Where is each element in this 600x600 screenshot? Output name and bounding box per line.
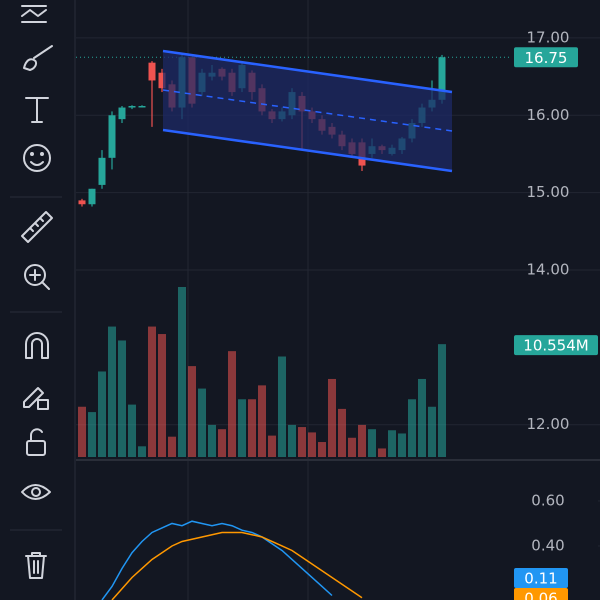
volume-bar [358, 424, 366, 457]
tool-ruler[interactable] [21, 211, 53, 243]
price-tag-label: 0.06 [524, 590, 557, 600]
volume-bar [158, 334, 166, 457]
volume-bar [118, 340, 126, 457]
tool-lock-drawing[interactable] [23, 387, 49, 410]
candle-body [118, 107, 126, 120]
volume-bar [128, 404, 136, 457]
volume-bar [298, 427, 306, 457]
candle-body [98, 157, 106, 185]
volume-bar [88, 412, 96, 457]
volume-bar [178, 287, 186, 457]
volume-bar [188, 366, 196, 457]
volume-bar [258, 385, 266, 457]
volume-bar [288, 424, 296, 457]
volume-bar [148, 326, 156, 457]
tool-brush[interactable] [23, 45, 53, 71]
volume-bar [198, 388, 206, 457]
volume-bar [348, 437, 356, 457]
volume-bar [378, 448, 386, 457]
candle-body [438, 57, 446, 100]
volume-bar [328, 378, 336, 457]
y-tick-label: 0.60 [531, 491, 564, 509]
volume-bar [228, 351, 236, 457]
price-tag-label: 0.11 [524, 570, 557, 588]
channel-upper [162, 49, 453, 94]
tool-visibility[interactable] [21, 484, 51, 500]
candle-body [108, 115, 116, 158]
volume-bar [98, 371, 106, 457]
price-tag-label: 16.75 [525, 49, 568, 67]
volume-bar [418, 378, 426, 457]
overlay: 17.00 16.00 15.00 14.00 12.00 16.75 10.554M 0.6… [514, 28, 598, 600]
volume-bar [108, 326, 116, 457]
volume-bar [208, 424, 216, 457]
y-tick-label: 12.00 [527, 415, 570, 433]
channel-mid [162, 89, 453, 132]
tool-text[interactable] [25, 97, 49, 123]
y-tick-label: 16.00 [527, 106, 570, 124]
volume-bar [138, 446, 146, 457]
price-tag [514, 568, 568, 588]
tool-delete[interactable] [25, 552, 47, 579]
y-tick-label: 14.00 [527, 261, 570, 279]
candle-body [88, 188, 96, 205]
candle-body [138, 105, 146, 108]
price-tag [514, 335, 598, 356]
oscillator-line [111, 531, 363, 600]
candle-body [148, 62, 156, 81]
oscillator-line [101, 520, 333, 600]
y-tick-label: 17.00 [527, 28, 570, 46]
toolbar [0, 0, 76, 600]
tool-zoom[interactable] [24, 264, 50, 290]
tool-patterns[interactable] [21, 5, 47, 23]
candle-body [158, 72, 166, 89]
channel-lower [162, 128, 453, 173]
volume-bar [398, 433, 406, 457]
volume-bar [428, 406, 436, 457]
volume-bar [238, 399, 246, 457]
volume-bar [168, 436, 176, 457]
price-tag-label: 10.554M [523, 337, 588, 355]
price-tag [514, 47, 578, 68]
tool-unlock[interactable] [26, 428, 46, 456]
y-tick-label: 0.40 [531, 536, 564, 554]
volume-bar [278, 356, 286, 457]
volume-bar [268, 435, 276, 457]
volume-bar [218, 429, 226, 457]
volume-bar [78, 406, 86, 457]
y-tick-label: 15.00 [527, 183, 570, 201]
volume-bar [318, 442, 326, 457]
candle-body [78, 200, 86, 205]
volume-bar [368, 429, 376, 457]
volume-bar [408, 399, 416, 457]
candle-body [128, 105, 136, 108]
channel-drawing [162, 49, 453, 173]
tool-magnet[interactable] [25, 332, 49, 359]
volume-bar [338, 408, 346, 457]
toolbar-bg [0, 0, 75, 600]
volume-bar [308, 432, 316, 457]
volume-bar [248, 399, 256, 457]
tool-emoji[interactable] [23, 144, 51, 172]
price-tag [514, 588, 568, 600]
volume-bar [438, 344, 446, 457]
volume-bar [388, 430, 396, 457]
